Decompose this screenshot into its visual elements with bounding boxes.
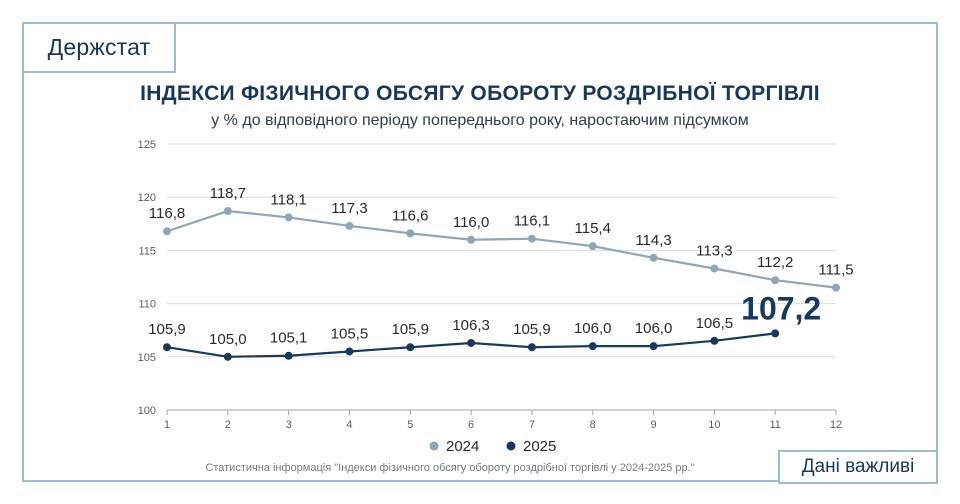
x-tick-label: 2 xyxy=(225,419,231,431)
data-point-2024 xyxy=(284,213,293,222)
data-point-2025 xyxy=(527,343,536,352)
legend-marker-2024 xyxy=(429,441,439,451)
data-point-2024 xyxy=(163,227,171,236)
x-tick-label: 5 xyxy=(407,419,413,431)
data-label: 111,5 xyxy=(818,262,853,279)
data-label: 115,4 xyxy=(575,220,611,237)
data-point-2025 xyxy=(406,343,415,352)
data-point-2025 xyxy=(223,352,232,361)
y-tick-label: 100 xyxy=(138,405,156,417)
series-line-2024 xyxy=(166,209,837,289)
data-label: 114,3 xyxy=(635,232,671,249)
data-label: 105,9 xyxy=(391,321,429,338)
legend-label: 2025 xyxy=(523,438,556,455)
data-label: 105,5 xyxy=(331,325,369,342)
data-label: 106,0 xyxy=(635,320,673,337)
data-label: 118,7 xyxy=(210,185,246,202)
data-label: 106,5 xyxy=(696,315,734,332)
data-label: 105,9 xyxy=(513,321,551,338)
brand-logo: Держстат xyxy=(22,22,176,73)
important-data-badge: Дані важливі xyxy=(778,450,938,484)
data-point-2024 xyxy=(588,242,597,251)
data-label: 105,0 xyxy=(209,331,247,348)
data-label: 106,0 xyxy=(574,320,612,337)
data-point-2025 xyxy=(588,342,597,351)
y-tick-label: 115 xyxy=(138,245,156,257)
data-point-2024 xyxy=(467,235,476,244)
y-tick-label: 120 xyxy=(138,192,156,204)
data-label: 118,1 xyxy=(270,191,306,208)
x-tick-label: 4 xyxy=(346,419,352,431)
data-point-2024 xyxy=(223,207,232,216)
data-label: 116,8 xyxy=(149,205,185,222)
chart-title: ІНДЕКСИ ФІЗИЧНОГО ОБСЯГУ ОБОРОТУ РОЗДРІБ… xyxy=(140,82,820,105)
x-tick-label: 1 xyxy=(164,419,170,431)
y-tick-label: 125 xyxy=(138,139,156,151)
data-point-2025 xyxy=(649,342,658,351)
data-label-highlight: 107,2 xyxy=(741,290,821,326)
data-point-2025 xyxy=(771,329,780,338)
data-label: 112,2 xyxy=(757,254,793,271)
data-point-2024 xyxy=(710,264,719,273)
card-frame xyxy=(22,22,938,482)
x-tick-label: 9 xyxy=(650,419,656,431)
data-point-2025 xyxy=(163,343,171,352)
x-tick-label: 7 xyxy=(529,419,535,431)
y-tick-label: 105 xyxy=(138,352,156,364)
chart-subtitle: у % до відповідного періоду попереднього… xyxy=(211,112,749,129)
source-note: Статистична інформація "Індекси фізичног… xyxy=(205,462,695,474)
data-point-2025 xyxy=(345,347,354,356)
data-point-2025 xyxy=(467,338,476,347)
data-point-2025 xyxy=(284,351,293,360)
data-point-2024 xyxy=(527,234,536,243)
data-label: 117,3 xyxy=(331,200,367,217)
x-tick-label: 8 xyxy=(590,419,596,431)
x-tick-label: 6 xyxy=(468,419,474,431)
data-label: 105,9 xyxy=(148,321,186,338)
data-label: 116,0 xyxy=(453,214,489,231)
data-point-2024 xyxy=(406,229,415,238)
data-point-2024 xyxy=(832,283,840,292)
x-tick-label: 3 xyxy=(286,419,292,431)
legend-label: 2024 xyxy=(446,438,479,455)
data-label: 106,3 xyxy=(452,317,490,334)
data-label: 116,6 xyxy=(392,207,428,224)
data-point-2024 xyxy=(649,253,658,262)
data-label: 105,1 xyxy=(270,330,308,347)
data-point-2025 xyxy=(710,336,719,345)
data-point-2024 xyxy=(771,276,780,285)
x-tick-label: 12 xyxy=(830,419,842,431)
legend-marker-2025 xyxy=(506,441,516,451)
data-label: 116,1 xyxy=(514,213,550,230)
x-tick-label: 11 xyxy=(769,419,780,431)
y-tick-label: 110 xyxy=(138,299,156,311)
data-label: 113,3 xyxy=(696,242,732,259)
data-point-2024 xyxy=(345,221,354,230)
x-tick-label: 10 xyxy=(708,419,720,431)
